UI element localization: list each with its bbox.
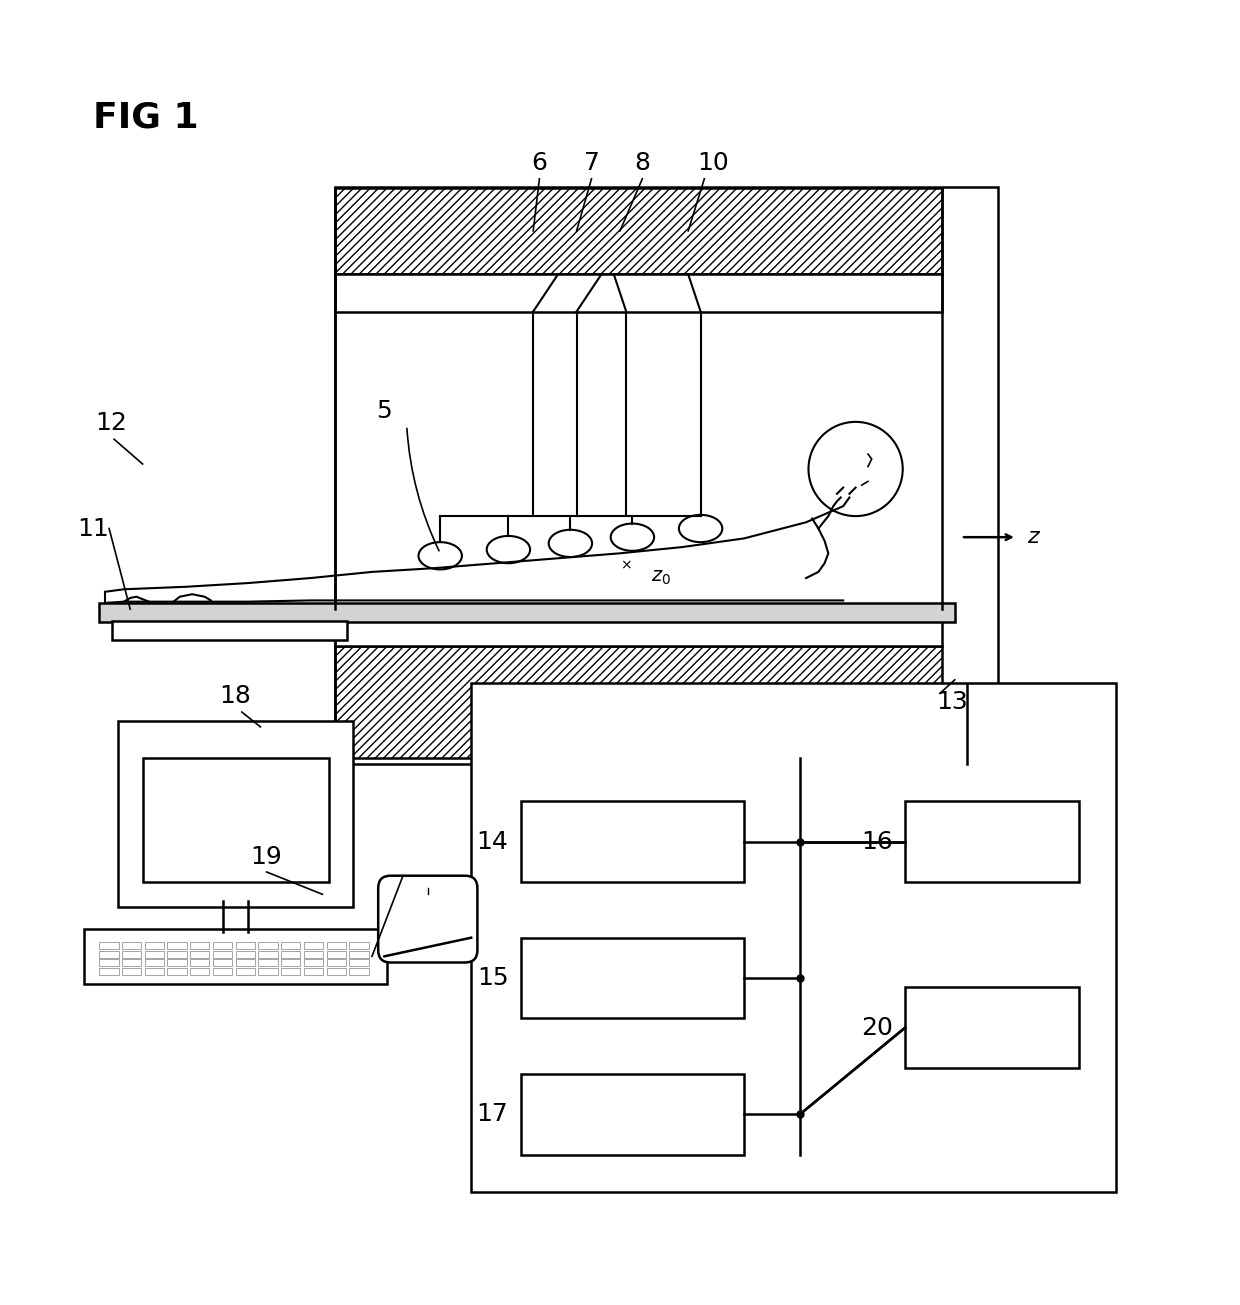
Bar [905, 988, 1079, 1067]
Text: 20: 20 [861, 1015, 893, 1040]
Bar [350, 959, 368, 966]
Ellipse shape [486, 536, 531, 564]
Text: 8: 8 [635, 151, 650, 175]
Bar [167, 959, 187, 966]
Bar [471, 684, 1116, 1191]
Bar [236, 942, 255, 949]
Text: $z_0$: $z_0$ [651, 568, 671, 587]
Bar [281, 968, 300, 975]
Text: 11: 11 [77, 517, 109, 540]
Bar [167, 942, 187, 949]
Ellipse shape [548, 530, 593, 557]
Bar [122, 959, 141, 966]
Bar [112, 621, 347, 639]
Bar [213, 950, 232, 958]
Bar [335, 609, 942, 646]
Bar [236, 959, 255, 966]
Bar [213, 968, 232, 975]
Bar [304, 968, 324, 975]
Bar [521, 938, 744, 1018]
Text: 16: 16 [861, 830, 893, 853]
Bar [350, 950, 368, 958]
Bar [905, 801, 1079, 882]
Bar [304, 950, 324, 958]
Text: 17: 17 [476, 1103, 508, 1126]
Text: 13: 13 [936, 690, 968, 714]
Text: z: z [1027, 527, 1038, 547]
Text: FIG 1: FIG 1 [93, 100, 198, 134]
Bar [99, 968, 119, 975]
Bar [281, 959, 300, 966]
Text: 5: 5 [377, 399, 392, 423]
Bar [521, 1074, 744, 1155]
Bar [521, 801, 744, 882]
Bar [145, 968, 164, 975]
Bar [190, 942, 210, 949]
Bar [236, 950, 255, 958]
Bar [143, 758, 329, 882]
Bar [258, 959, 278, 966]
Bar [167, 950, 187, 958]
Bar [190, 968, 210, 975]
Bar [99, 950, 119, 958]
Ellipse shape [678, 515, 722, 542]
Bar [326, 950, 346, 958]
FancyBboxPatch shape [118, 720, 353, 907]
Ellipse shape [610, 523, 655, 551]
Bar [326, 959, 346, 966]
Text: 12: 12 [95, 411, 128, 436]
Bar [145, 942, 164, 949]
Text: ×: × [620, 559, 632, 573]
Bar [99, 942, 119, 949]
Bar [304, 942, 324, 949]
Text: 10: 10 [697, 151, 729, 175]
Bar [236, 968, 255, 975]
Bar [281, 950, 300, 958]
Bar [145, 950, 164, 958]
Bar [99, 603, 955, 621]
Bar [335, 188, 998, 765]
Text: 7: 7 [584, 151, 599, 175]
Bar [304, 959, 324, 966]
Bar [350, 968, 368, 975]
Bar [145, 959, 164, 966]
Bar [122, 968, 141, 975]
Bar [122, 950, 141, 958]
Text: 15: 15 [476, 966, 508, 990]
Bar [326, 942, 346, 949]
Bar [281, 942, 300, 949]
FancyBboxPatch shape [335, 188, 942, 274]
Bar [258, 968, 278, 975]
Bar [190, 950, 210, 958]
Text: 14: 14 [476, 830, 508, 853]
Bar [335, 274, 942, 312]
Bar [213, 942, 232, 949]
Bar [167, 968, 187, 975]
Bar [190, 959, 210, 966]
Bar [213, 959, 232, 966]
Text: 6: 6 [532, 151, 547, 175]
Text: 18: 18 [219, 684, 252, 709]
Bar [258, 950, 278, 958]
Bar [258, 942, 278, 949]
Bar [350, 942, 368, 949]
FancyBboxPatch shape [335, 646, 942, 758]
Bar [326, 968, 346, 975]
FancyBboxPatch shape [378, 876, 477, 963]
FancyBboxPatch shape [84, 929, 387, 984]
Bar [99, 959, 119, 966]
Text: 19: 19 [250, 846, 283, 869]
Bar [122, 942, 141, 949]
Ellipse shape [419, 542, 461, 569]
